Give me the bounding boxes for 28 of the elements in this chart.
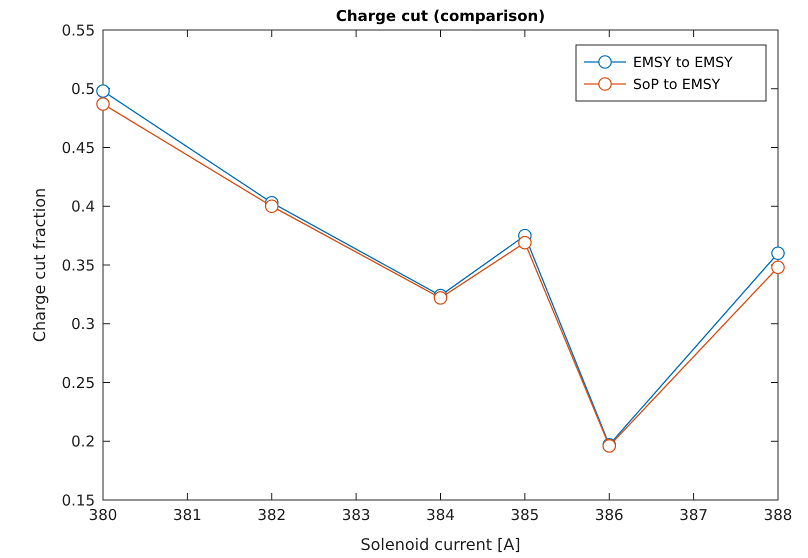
legend-label: SoP to EMSY (633, 76, 721, 93)
y-tick-label: 0.35 (62, 256, 95, 274)
x-tick-label: 382 (257, 506, 286, 524)
y-tick-label: 0.5 (71, 80, 95, 98)
x-tick-label: 386 (594, 506, 624, 524)
point (771, 260, 785, 274)
point (771, 246, 785, 260)
x-tick-label: 388 (764, 506, 792, 524)
point (434, 291, 448, 305)
point (518, 236, 532, 250)
y-tick-label: 0.2 (71, 432, 95, 450)
y-axis-title: Charge cut fraction (30, 188, 49, 342)
chart-title: Charge cut (comparison) (336, 7, 546, 25)
point (96, 97, 110, 111)
y-tick-label: 0.45 (62, 138, 95, 157)
y-tick-label: 0.4 (71, 198, 95, 216)
y-tick-label: 0.25 (62, 374, 95, 392)
point (264, 199, 279, 214)
y-tick-label: 0.55 (62, 21, 95, 40)
x-axis-title: Solenoid current [A] (360, 535, 521, 554)
x-tick-label: 381 (173, 506, 202, 524)
x-tick-label: 387 (679, 506, 708, 524)
legend-label: EMSY to EMSY (633, 54, 734, 71)
x-tick-label: 383 (342, 506, 370, 524)
point (96, 84, 110, 98)
x-tick-label: 385 (510, 506, 540, 524)
x-tick-label: 384 (426, 506, 455, 524)
y-tick-label: 0.3 (71, 315, 95, 333)
